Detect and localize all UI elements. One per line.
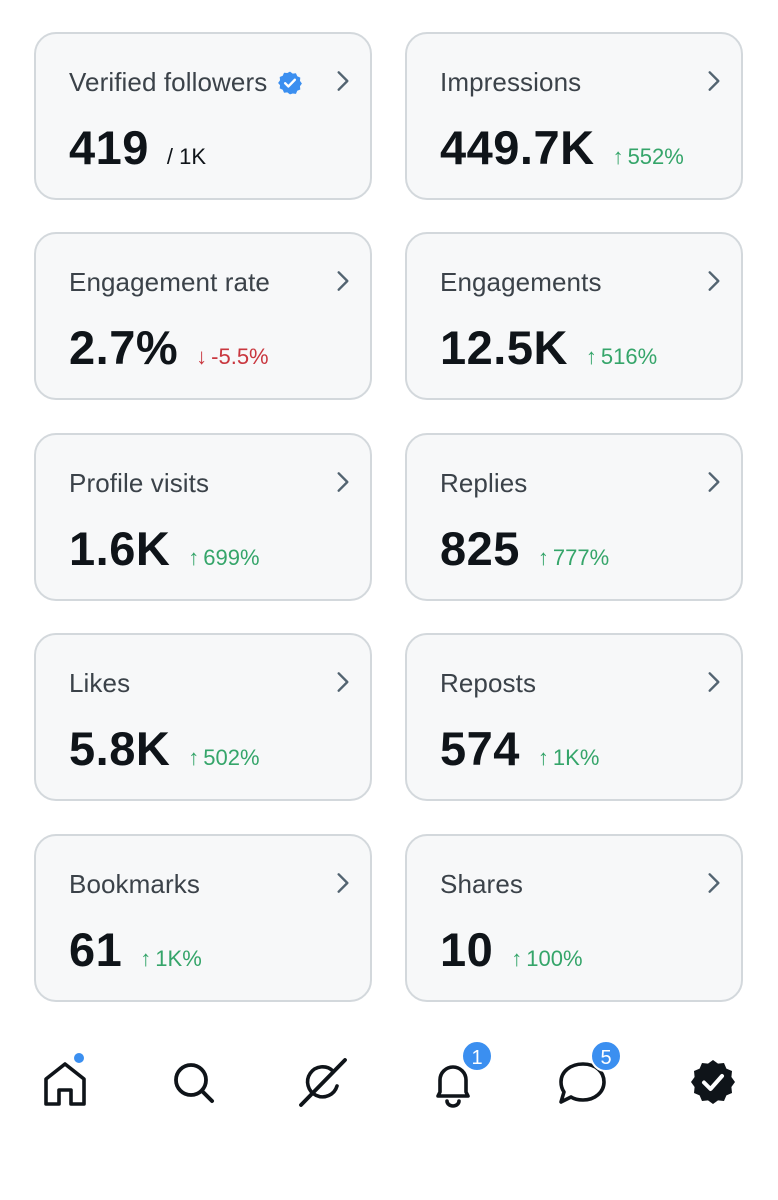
card-value: 1.6K xyxy=(69,522,171,575)
bell-icon xyxy=(436,1065,470,1108)
chevron-right-icon[interactable] xyxy=(701,469,727,495)
card-label: Replies xyxy=(440,468,528,498)
grok-icon xyxy=(299,1058,347,1107)
card-value: 825 xyxy=(440,522,520,575)
arrow-up-icon: ↑ xyxy=(188,745,200,770)
home-icon xyxy=(44,1062,86,1106)
card-value: 449.7K xyxy=(440,121,595,174)
search-icon xyxy=(174,1063,214,1103)
card-change: ↑ 699% xyxy=(188,545,259,571)
card-change-value: 100% xyxy=(526,946,583,971)
value-row: 1.6K ↑ 699% xyxy=(69,521,260,576)
arrow-up-icon: ↑ xyxy=(537,745,549,770)
arrow-up-icon: ↑ xyxy=(537,545,549,570)
arrow-up-icon: ↑ xyxy=(140,946,152,971)
arrow-up-icon: ↑ xyxy=(188,545,200,570)
card-verified-followers[interactable]: Verified followers 419 / 1K xyxy=(34,32,372,200)
home-unread-dot xyxy=(73,1052,85,1064)
card-impressions[interactable]: Impressions 449.7K ↑ 552% xyxy=(405,32,743,200)
card-value: 12.5K xyxy=(440,321,568,374)
card-change: ↓ -5.5% xyxy=(196,344,268,370)
card-value: 61 xyxy=(69,923,123,976)
value-row: 10 ↑ 100% xyxy=(440,922,583,977)
arrow-up-icon: ↑ xyxy=(612,144,624,169)
card-sub-value: / 1K xyxy=(166,144,207,169)
card-change: ↑ 100% xyxy=(511,946,582,972)
chevron-right-icon[interactable] xyxy=(701,268,727,294)
card-change-value: 502% xyxy=(203,745,260,770)
chevron-right-icon[interactable] xyxy=(701,68,727,94)
metrics-grid: Verified followers 419 / 1K Impressions … xyxy=(34,32,743,1002)
card-replies[interactable]: Replies 825 ↑ 777% xyxy=(405,433,743,601)
verified-icon xyxy=(691,1060,735,1104)
nav-premium[interactable] xyxy=(683,1052,743,1112)
value-row: 2.7% ↓ -5.5% xyxy=(69,320,269,375)
arrow-up-icon: ↑ xyxy=(511,946,523,971)
card-profile-visits[interactable]: Profile visits 1.6K ↑ 699% xyxy=(34,433,372,601)
card-value: 419 xyxy=(69,121,149,174)
card-change-value: 777% xyxy=(552,545,610,570)
card-label-wrap: Verified followers xyxy=(69,67,303,98)
notifications-badge: 1 xyxy=(461,1040,493,1072)
card-label: Shares xyxy=(440,869,523,899)
bottom-nav: 1 5 xyxy=(0,1040,778,1130)
card-label: Bookmarks xyxy=(69,869,200,899)
card-label: Likes xyxy=(69,668,131,698)
value-row: 574 ↑ 1K% xyxy=(440,721,599,776)
message-icon xyxy=(559,1062,606,1104)
card-likes[interactable]: Likes 5.8K ↑ 502% xyxy=(34,633,372,801)
value-row: 12.5K ↑ 516% xyxy=(440,320,657,375)
card-change: ↑ 777% xyxy=(538,545,609,571)
value-row: 449.7K ↑ 552% xyxy=(440,120,684,175)
card-label: Engagement rate xyxy=(69,267,270,297)
card-change: ↑ 516% xyxy=(586,344,657,370)
card-label: Reposts xyxy=(440,668,537,698)
card-change-value: 699% xyxy=(203,545,260,570)
card-change: ↑ 1K% xyxy=(140,946,201,972)
card-engagements[interactable]: Engagements 12.5K ↑ 516% xyxy=(405,232,743,400)
value-row: 825 ↑ 777% xyxy=(440,521,609,576)
card-change-value: -5.5% xyxy=(211,344,269,369)
card-change: ↑ 1K% xyxy=(538,745,599,771)
card-engagement-rate[interactable]: Engagement rate 2.7% ↓ -5.5% xyxy=(34,232,372,400)
nav-home[interactable] xyxy=(35,1052,95,1112)
value-row: 5.8K ↑ 502% xyxy=(69,721,260,776)
verified-badge-icon xyxy=(278,71,303,94)
card-change-value: 1K% xyxy=(155,946,202,971)
card-change-value: 1K% xyxy=(552,745,600,770)
arrow-down-icon: ↓ xyxy=(196,344,208,369)
chevron-right-icon[interactable] xyxy=(330,870,356,896)
card-label: Profile visits xyxy=(69,468,210,498)
card-label: Impressions xyxy=(440,67,582,97)
card-bookmarks[interactable]: Bookmarks 61 ↑ 1K% xyxy=(34,834,372,1002)
chevron-right-icon[interactable] xyxy=(330,669,356,695)
card-change-value: 552% xyxy=(627,144,684,169)
card-shares[interactable]: Shares 10 ↑ 100% xyxy=(405,834,743,1002)
messages-badge: 5 xyxy=(590,1040,622,1072)
card-value: 5.8K xyxy=(69,722,171,775)
chevron-right-icon[interactable] xyxy=(330,469,356,495)
card-label: Engagements xyxy=(440,267,602,297)
value-row: 419 / 1K xyxy=(69,120,206,175)
card-change: ↑ 502% xyxy=(188,745,259,771)
card-value: 574 xyxy=(440,722,520,775)
card-value: 10 xyxy=(440,923,494,976)
nav-grok[interactable] xyxy=(293,1052,353,1112)
card-reposts[interactable]: Reposts 574 ↑ 1K% xyxy=(405,633,743,801)
nav-messages[interactable]: 5 xyxy=(552,1040,622,1112)
card-change: ↑ 552% xyxy=(613,144,684,170)
arrow-up-icon: ↑ xyxy=(585,344,597,369)
chevron-right-icon[interactable] xyxy=(701,870,727,896)
nav-notifications[interactable]: 1 xyxy=(423,1040,493,1112)
chevron-right-icon[interactable] xyxy=(701,669,727,695)
nav-search[interactable] xyxy=(164,1052,224,1112)
card-change-value: 516% xyxy=(600,344,658,369)
chevron-right-icon[interactable] xyxy=(330,68,356,94)
card-value: 2.7% xyxy=(69,321,179,374)
chevron-right-icon[interactable] xyxy=(330,268,356,294)
value-row: 61 ↑ 1K% xyxy=(69,922,202,977)
card-label: Verified followers xyxy=(69,67,268,97)
